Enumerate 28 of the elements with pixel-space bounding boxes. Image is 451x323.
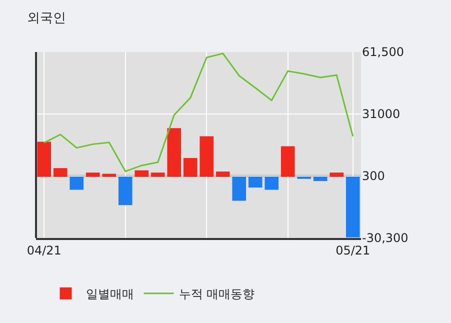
y-tick-label: 31000 [362,107,400,121]
bar [53,168,68,177]
bar [330,172,344,177]
y-tick-label: 300 [362,169,385,184]
line-series [43,52,354,172]
bar [70,176,84,190]
y-tick-label: -30,300 [362,231,408,246]
bar [118,176,132,206]
legend-label: 누적 매매동향 [178,287,255,302]
bar [86,172,100,177]
bar [37,142,52,177]
bar [183,158,198,177]
bar [200,136,214,177]
x-tick-label: 05/21 [336,243,370,258]
bar [232,176,246,201]
bar [216,172,230,177]
bar [167,128,182,177]
bar [346,176,360,238]
bar [134,170,149,177]
x-tick-label: 04/21 [26,243,62,258]
legend-label: 일별매매 [86,287,134,302]
bar [248,176,262,188]
bar [313,176,328,182]
bar [264,176,279,190]
y-tick-label: 61,500 [362,45,404,60]
bar [150,172,165,177]
bar [280,146,295,177]
chart-title: 외국인 [27,11,66,26]
